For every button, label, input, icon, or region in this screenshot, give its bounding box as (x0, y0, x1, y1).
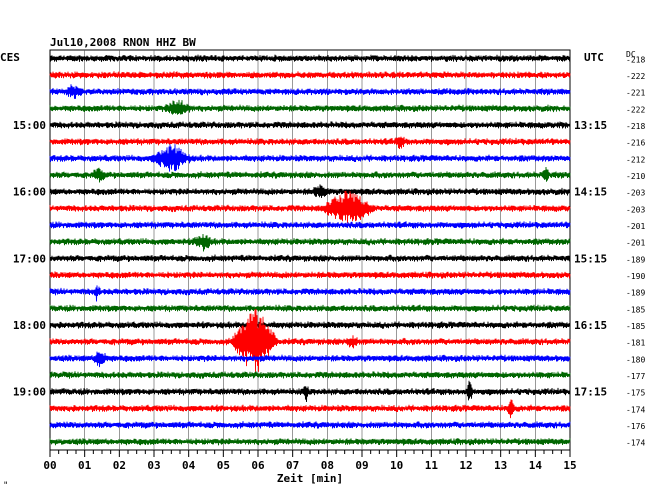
trace-line (49, 309, 571, 372)
dc-offset-label: -175 (626, 389, 645, 398)
x-tick-label: 01 (78, 459, 92, 472)
ces-time-label: 16:00 (13, 186, 46, 199)
x-tick-label: 08 (321, 459, 334, 472)
dc-column-label: DC (626, 50, 636, 59)
trace-line (49, 144, 571, 172)
x-axis: 00 01 02 03 04 05 06 07 08 09 10 11 12 13 14 15 (43, 450, 577, 472)
utc-time-label: 17:15 (574, 386, 607, 399)
dc-offset-label: -212 (626, 155, 645, 164)
utc-time-label: 16:15 (574, 319, 607, 332)
utc-time-label: 15:15 (574, 252, 607, 265)
dc-offset-label: -185 (626, 322, 645, 331)
trace-line (49, 321, 571, 329)
trace-line (49, 421, 571, 429)
trace-line (49, 184, 571, 198)
dc-offset-label: -216 (626, 139, 645, 148)
dc-offset-label: -203 (626, 205, 645, 214)
x-tick-label: 13 (494, 459, 507, 472)
trace-line (49, 380, 571, 403)
x-tick-label: 00 (43, 459, 56, 472)
trace-line (49, 166, 571, 183)
ces-time-label: 15:00 (13, 119, 46, 132)
x-tick-label: 12 (459, 459, 472, 472)
dc-offset-label: -181 (626, 339, 645, 348)
dc-offset-label: -189 (626, 289, 645, 298)
chart-title: Jul10,2008 RNON HHZ BW (50, 36, 196, 49)
left-timezone-label: CES (0, 51, 20, 64)
x-tick-label: 09 (355, 459, 368, 472)
dc-offset-label: -218 (626, 122, 645, 131)
trace-line (49, 438, 571, 446)
trace-line (49, 84, 571, 99)
ces-time-label: 18:00 (13, 319, 46, 332)
trace-line (49, 99, 571, 115)
trace-line (49, 234, 571, 252)
dc-offset-label: -180 (626, 355, 645, 364)
dc-offset-label: -185 (626, 305, 645, 314)
minute-gridlines (84, 50, 536, 450)
right-timezone-label: UTC (584, 51, 604, 64)
x-tick-label: 14 (529, 459, 543, 472)
trace-line (49, 271, 571, 279)
dc-offset-label: -201 (626, 239, 645, 248)
dc-offset-label: -218 (626, 55, 645, 64)
dc-offset-label: -174 (626, 405, 645, 414)
trace-line (49, 190, 571, 224)
ces-time-label: 19:00 (13, 386, 46, 399)
x-tick-label: 03 (147, 459, 160, 472)
trace-line (49, 121, 571, 129)
trace-line (49, 71, 571, 79)
trace-line (49, 254, 571, 263)
x-tick-label: 02 (113, 459, 126, 472)
x-tick-label: 11 (425, 459, 439, 472)
dc-offset-label: -210 (626, 172, 645, 181)
x-tick-label: 07 (286, 459, 299, 472)
x-tick-label: 05 (217, 459, 230, 472)
trace-line (49, 285, 571, 302)
x-tick-label: 15 (563, 459, 576, 472)
dc-offset-label: -189 (626, 255, 645, 264)
utc-time-label: 13:15 (574, 119, 607, 132)
dc-offset-label: -203 (626, 189, 645, 198)
ces-time-label: 17:00 (13, 252, 46, 265)
footer-mark: " (3, 481, 8, 491)
row-labels: -218 -222 -221 -222 15:00 13:15 -218 -216 -212 -2… (13, 55, 646, 447)
dc-offset-label: -221 (626, 89, 645, 98)
trace-line (49, 136, 571, 150)
dc-offset-label: -222 (626, 72, 645, 81)
trace-line (49, 304, 571, 313)
x-tick-label: 06 (251, 459, 265, 472)
dc-offset-label: -174 (626, 439, 645, 448)
dc-offset-label: -176 (626, 422, 645, 431)
trace-line (49, 371, 571, 379)
dc-offset-label: -190 (626, 272, 645, 281)
x-tick-label: 10 (390, 459, 403, 472)
trace-group (49, 54, 571, 446)
trace-line (49, 399, 571, 419)
x-axis-label: Zeit [min] (277, 472, 343, 485)
trace-line (49, 351, 571, 368)
x-tick-label: 04 (182, 459, 196, 472)
dc-offset-label: -222 (626, 105, 645, 114)
trace-line (49, 54, 571, 62)
utc-time-label: 14:15 (574, 186, 607, 199)
trace-line (49, 221, 571, 229)
dc-offset-label: -177 (626, 372, 645, 381)
dc-offset-label: -201 (626, 222, 645, 231)
